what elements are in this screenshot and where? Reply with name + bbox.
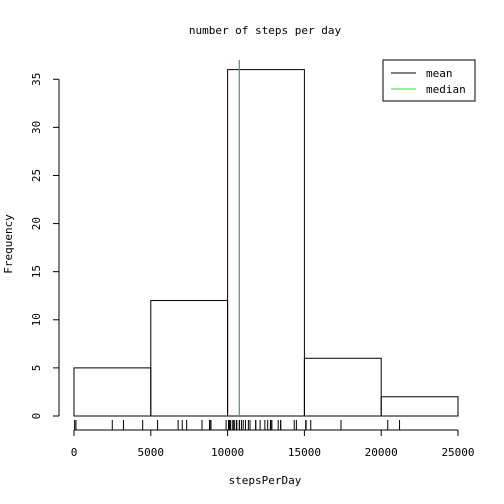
y-axis-label: Frequency	[2, 214, 15, 274]
y-tick-label-5: 25	[30, 169, 43, 182]
y-tick-label-2: 10	[30, 313, 43, 326]
x-tick-label-5: 25000	[441, 446, 474, 459]
histogram-bar-3	[303, 357, 382, 417]
chart-title: number of steps per day	[189, 24, 342, 37]
y-tick-label-4: 20	[30, 217, 43, 230]
y-tick-label-7: 35	[30, 73, 43, 86]
histogram-bar-2	[227, 69, 305, 417]
histogram-bar-4	[380, 396, 459, 417]
histogram-bars	[73, 69, 459, 417]
y-tick-label-3: 15	[30, 265, 43, 278]
histogram-bar-1	[150, 300, 229, 417]
x-tick-label-4: 20000	[365, 446, 398, 459]
y-tick-label-0: 0	[30, 413, 43, 420]
y-tick-label-1: 5	[30, 365, 43, 372]
legend-label-median: median	[426, 83, 466, 96]
x-axis-label: stepsPerDay	[229, 474, 302, 487]
y-tick-label-6: 30	[30, 121, 43, 134]
y-axis: 0 5 10 15 20 25 30 35	[30, 73, 60, 420]
x-tick-label-0: 0	[71, 446, 78, 459]
histogram-bar-0	[73, 367, 152, 417]
legend-box	[382, 59, 476, 102]
x-tick-label-2: 10000	[211, 446, 244, 459]
legend-label-mean: mean	[426, 67, 453, 80]
x-axis: 0 5000 10000 15000 20000 25000	[71, 429, 475, 459]
rug-marks	[74, 420, 401, 430]
x-tick-label-1: 5000	[138, 446, 165, 459]
legend: mean median	[382, 59, 476, 102]
x-tick-label-3: 15000	[288, 446, 321, 459]
